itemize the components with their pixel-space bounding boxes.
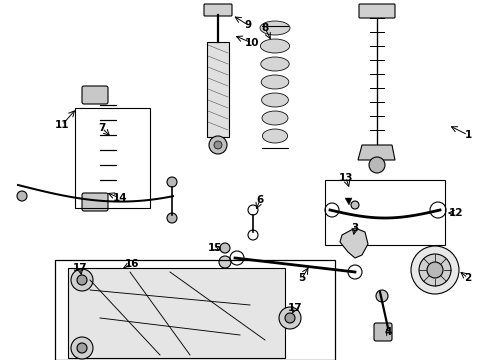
Bar (55, 260, 335, 360)
Ellipse shape (263, 129, 288, 143)
Text: 12: 12 (449, 208, 463, 218)
Circle shape (77, 343, 87, 353)
Text: 2: 2 (465, 273, 471, 283)
Circle shape (71, 337, 93, 359)
Bar (325, 180, 445, 245)
Circle shape (376, 290, 388, 302)
Text: 3: 3 (351, 223, 359, 233)
Circle shape (167, 177, 177, 187)
Circle shape (167, 213, 177, 223)
Text: 1: 1 (465, 130, 471, 140)
Circle shape (279, 307, 301, 329)
Bar (207, 42, 229, 137)
Circle shape (77, 275, 87, 285)
Text: 11: 11 (55, 120, 69, 130)
FancyBboxPatch shape (204, 4, 232, 16)
Text: 17: 17 (73, 263, 87, 273)
Circle shape (71, 269, 93, 291)
Circle shape (214, 141, 222, 149)
Ellipse shape (261, 57, 289, 71)
FancyBboxPatch shape (82, 193, 108, 211)
Ellipse shape (260, 21, 290, 35)
FancyBboxPatch shape (374, 323, 392, 341)
Circle shape (427, 262, 443, 278)
Circle shape (411, 246, 459, 294)
Ellipse shape (262, 93, 289, 107)
Circle shape (17, 191, 27, 201)
Circle shape (209, 136, 227, 154)
Circle shape (285, 313, 295, 323)
Text: 6: 6 (256, 195, 264, 205)
Text: 16: 16 (125, 259, 139, 269)
Polygon shape (358, 145, 395, 160)
Text: 14: 14 (113, 193, 127, 203)
Text: 9: 9 (245, 20, 251, 30)
Text: 4: 4 (384, 327, 392, 337)
Text: 10: 10 (245, 38, 259, 48)
Circle shape (219, 256, 231, 268)
Ellipse shape (260, 39, 290, 53)
Circle shape (351, 201, 359, 209)
Circle shape (419, 254, 451, 286)
Bar (75, 108, 150, 208)
Text: 8: 8 (261, 23, 269, 33)
Text: 15: 15 (208, 243, 222, 253)
Text: 7: 7 (98, 123, 106, 133)
Ellipse shape (261, 75, 289, 89)
Text: 17: 17 (288, 303, 302, 313)
FancyBboxPatch shape (359, 4, 395, 18)
Text: 13: 13 (339, 173, 353, 183)
FancyBboxPatch shape (82, 86, 108, 104)
Circle shape (369, 157, 385, 173)
Ellipse shape (262, 111, 288, 125)
Circle shape (220, 243, 230, 253)
Polygon shape (345, 198, 352, 205)
Text: 5: 5 (298, 273, 306, 283)
Polygon shape (68, 268, 285, 358)
Polygon shape (340, 228, 368, 258)
